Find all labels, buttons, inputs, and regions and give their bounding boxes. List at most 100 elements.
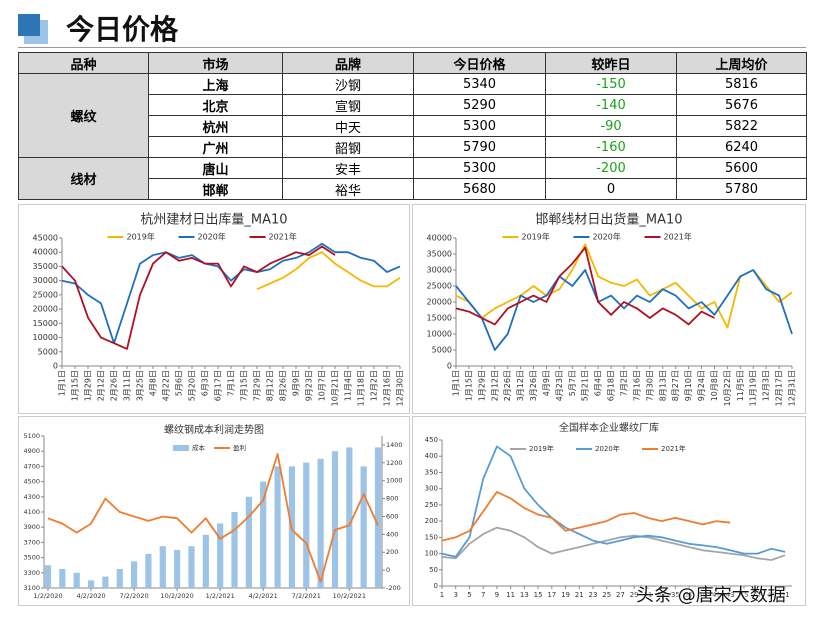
x-tick-label: 7/2/2020 [119, 592, 148, 600]
x-tick-label: 2月12日 [97, 370, 106, 401]
legend-label: 2019年 [529, 444, 554, 453]
x-tick-label: 47 [753, 591, 762, 599]
x-tick-label: 4/2/2021 [249, 592, 278, 600]
chart-frame [18, 204, 410, 414]
series-line [256, 251, 401, 291]
x-tick-label: 7月15日 [240, 370, 249, 401]
chart-title: 螺纹钢成本利润走势图 [164, 423, 264, 436]
x-tick-label: 51 [781, 591, 790, 599]
cell: 5300 [413, 157, 546, 179]
watermark: 头条 @唐宋大数据 [636, 585, 786, 606]
column-header: 市场 [148, 52, 283, 74]
x-tick-label: 9月10日 [684, 370, 693, 401]
series-line [441, 445, 786, 558]
x-tick-label: 8月27日 [671, 370, 680, 401]
x-tick-label: 2月12日 [490, 370, 499, 401]
x-tick-label: 10/2/2021 [333, 592, 366, 600]
y-tick-label: 3500 [23, 554, 40, 562]
chart: 螺纹钢成本利润走势图 3100 3300 3500 3700 3900 4100 4300 45… [18, 416, 410, 606]
cell: -90 [545, 115, 677, 137]
cell: 5816 [676, 73, 807, 95]
x-tick-label: 25 [602, 591, 611, 599]
x-tick-label: 7 [481, 591, 485, 599]
x-tick-label: 4月9日 [542, 370, 551, 396]
x-tick-label: 3月11日 [123, 370, 132, 401]
x-tick-label: 19 [561, 591, 570, 599]
x-tick-label: 1/2/2020 [33, 592, 62, 600]
y-tick-label: 40000 [33, 248, 58, 257]
bar [87, 580, 95, 588]
x-tick-label: 9月24日 [697, 370, 706, 401]
x-tick-label: 12月3日 [762, 370, 771, 401]
header-row: 品种 市场 品牌 今日价格 较昨日 上周均价 [18, 52, 807, 74]
y-tick-label: 5000 [38, 347, 58, 356]
icon-front [18, 14, 40, 36]
x-tick-label: 10/2/2020 [160, 592, 193, 600]
cell: 北京 [148, 94, 283, 116]
cell: 5676 [676, 94, 807, 116]
bar [130, 561, 138, 588]
x-tick-label: 1月1日 [58, 370, 67, 396]
y2-tick-label: 0 [386, 566, 390, 574]
bar [360, 466, 367, 588]
x-tick-label: 13 [520, 591, 529, 599]
cell: 5290 [413, 94, 546, 116]
x-tick-label: 3月25日 [136, 370, 145, 401]
x-tick-label: 4/2/2020 [76, 592, 105, 600]
cell: 中天 [282, 115, 414, 137]
legend-label: 2021年 [661, 444, 686, 453]
series-line [441, 526, 786, 561]
x-tick-label: 33 [657, 591, 666, 599]
cell: 广州 [148, 136, 283, 158]
bar [44, 565, 52, 588]
table-row: 杭州 中天 5300 -90 5822 [19, 115, 807, 137]
x-tick-label: 7月2日 [620, 370, 629, 396]
x-tick-label: 6月3日 [201, 370, 210, 396]
group-cell: 线材 [18, 157, 149, 200]
x-tick-label: 12月30日 [396, 370, 405, 406]
cell: 杭州 [148, 115, 283, 137]
cell: 沙钢 [282, 73, 414, 95]
series-line [441, 491, 731, 542]
x-tick-label: 5月20日 [188, 370, 197, 401]
y2-tick-label: 600 [386, 512, 398, 520]
x-tick-label: 31 [643, 591, 652, 599]
bar [73, 572, 80, 588]
bar [59, 569, 66, 588]
x-tick-label: 23 [589, 591, 598, 599]
y-tick-label: 4500 [23, 478, 40, 486]
x-tick-label: 11月18日 [357, 370, 366, 406]
legend-label: 2019年 [127, 232, 155, 242]
bar [317, 458, 324, 588]
y-tick-label: 10000 [33, 333, 58, 342]
x-tick-label: 17 [547, 591, 556, 599]
cell: 6240 [676, 136, 807, 158]
bar [116, 569, 123, 588]
y-tick-label: 0 [53, 362, 58, 371]
x-tick-label: 5 [467, 591, 471, 599]
y2-tick-label: 400 [386, 530, 398, 538]
x-tick-label: 7月16日 [632, 370, 641, 401]
x-tick-label: 12月17日 [775, 370, 784, 406]
x-tick-label: 12月2日 [370, 370, 379, 401]
x-tick-label: 7月30日 [645, 370, 654, 401]
x-tick-label: 9月23日 [305, 370, 314, 401]
x-tick-label: 4月22日 [162, 370, 171, 401]
x-tick-label: 7月1日 [227, 370, 236, 396]
chart-frame [412, 204, 806, 414]
x-tick-label: 1/2/2021 [206, 592, 235, 600]
y-tick-label: 3700 [23, 538, 40, 546]
x-tick-label: 41 [712, 591, 721, 599]
chart-title: 邯郸线材日出货量_MA10 [535, 212, 682, 228]
x-tick-label: 49 [767, 591, 776, 599]
x-tick-label: 6月17日 [214, 370, 223, 401]
bar [174, 550, 181, 588]
cell: 裕华 [282, 178, 414, 200]
page-title: 今日价格 [66, 13, 179, 46]
x-tick-label: 3月26日 [529, 370, 538, 401]
cell: 韶钢 [282, 136, 414, 158]
x-tick-label: 1月15日 [464, 370, 473, 401]
y-tick-label: 450 [425, 436, 438, 444]
